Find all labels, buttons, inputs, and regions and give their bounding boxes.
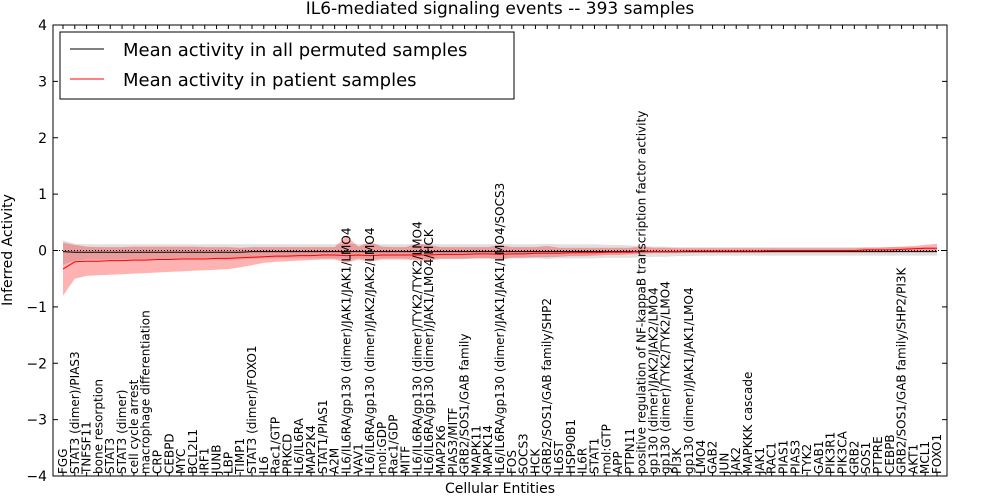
category-label: SOS1	[859, 442, 873, 474]
y-tick-label: 1	[38, 187, 47, 203]
category-label: positive regulation of NF-kappaB transcr…	[635, 111, 649, 474]
category-label: GRB2/SOS1/GAB family	[458, 334, 472, 475]
category-label: MAPKKK cascade	[741, 372, 755, 474]
category-label: CRP	[151, 450, 165, 474]
category-label: STAT3 (dimer)/PIAS3	[68, 351, 82, 474]
category-label: JAK1	[753, 447, 767, 475]
category-label: VAV1	[351, 443, 365, 474]
y-tick-label: −4	[26, 469, 47, 485]
y-tick-label: −3	[26, 413, 47, 429]
category-label: IL6	[257, 456, 271, 474]
category-label: gp130 (dimer)/TYK2/TYK2/LMO4	[658, 281, 672, 474]
category-label: MAP2K4	[304, 425, 318, 474]
x-ticks	[62, 25, 938, 476]
y-axis: 4 3 2 1 0 −1 −2 −3 −4	[26, 18, 947, 485]
category-label: IL6/IL6RA/gp130 (dimer)/JAK1/JAK1/LMO4/S…	[493, 183, 507, 474]
category-label: FOS	[505, 450, 519, 474]
category-label: mol:GTP	[599, 424, 613, 474]
category-label: CEBPD	[162, 433, 176, 474]
category-label: IL6/IL6RA	[292, 417, 306, 474]
category-label: TIMP1	[233, 438, 247, 475]
category-label: mol:GDP	[375, 422, 389, 474]
category-label: PIAS3/MITF	[446, 407, 460, 474]
category-label: LMO4	[694, 440, 708, 474]
y-tick-label: 2	[38, 131, 47, 147]
category-label: MYC	[174, 449, 188, 474]
category-label: MCL1	[918, 441, 932, 474]
category-label: RAC1	[765, 442, 779, 474]
category-label: MAPK11	[469, 425, 483, 474]
y-tick-label: −1	[26, 300, 47, 316]
category-label: GAB1	[812, 441, 826, 474]
category-label: IL6/IL6RA/gp130 (dimer)/JAK1/JAK1/LMO4	[340, 228, 354, 474]
category-label: IRF1	[198, 448, 212, 474]
category-label: IL6/IL6RA/gp130 (dimer)/JAK1/LMO4/HCK	[422, 228, 436, 474]
category-label: TNFSF11	[80, 421, 94, 475]
chart-title: IL6-mediated signaling events -- 393 sam…	[306, 0, 695, 19]
category-label: Rac1/GTP	[269, 417, 283, 474]
category-label: BCL2L1	[186, 429, 200, 474]
category-label: MAPK14	[481, 425, 495, 474]
category-label: LBP	[221, 452, 235, 474]
legend: Mean activity in all permuted samples Me…	[59, 31, 515, 100]
category-label: STAT3	[103, 438, 117, 474]
category-label: IL6/IL6RA/gp130 (dimer)/JAK2/JAK2/LMO4	[363, 228, 377, 474]
category-label: macrophage differentiation	[139, 310, 153, 474]
category-label: GRB2/SOS1/GAB family/SHP2/PI3K	[895, 266, 909, 474]
category-label: FOXO1	[930, 434, 944, 474]
category-label: gp130 (dimer)/JAK1/JAK1/LMO4	[682, 287, 696, 474]
category-label: GRB2	[847, 440, 861, 474]
category-label: GRB2/SOS1/GAB family/SHP2	[540, 298, 554, 474]
category-label: HSP90B1	[564, 419, 578, 474]
category-label: PRKCD	[280, 434, 294, 474]
category-label: IL6ST	[552, 441, 566, 474]
category-label: STAT3 (dimer)/FOXO1	[245, 345, 259, 474]
category-label: AKT1	[906, 444, 920, 474]
category-label: APP	[611, 451, 625, 474]
category-label: bone resorption	[91, 379, 105, 474]
category-label: JUNB	[210, 444, 224, 475]
series-line-patient	[62, 247, 937, 270]
category-label: PIK3R1	[824, 432, 838, 474]
y-tick-label: 4	[38, 18, 47, 34]
category-label: TYK2	[800, 444, 814, 475]
category-label: GAB2	[706, 441, 720, 474]
y-tick-label: −2	[26, 356, 47, 372]
y-tick-label: 3	[38, 74, 47, 90]
category-label: PIK3CA	[836, 430, 850, 474]
category-label: PIAS1	[777, 440, 791, 474]
category-label: IL6/IL6RA/gp130 (dimer)/TYK2/TYK2/LMO4	[410, 221, 424, 474]
category-label: PTPN11	[623, 428, 637, 474]
category-label: cell cycle arrest	[127, 379, 141, 474]
category-label: MAP2K6	[434, 425, 448, 474]
legend-label-patient: Mean activity in patient samples	[123, 70, 417, 91]
y-axis-label: Inferred Activity	[0, 194, 16, 306]
legend-box	[59, 31, 515, 100]
category-label: FGG	[56, 449, 70, 475]
category-label: SOCS3	[517, 433, 531, 474]
category-label: CEBPB	[883, 434, 897, 474]
category-label: JUN	[717, 453, 731, 475]
y-tick-label: 0	[38, 244, 47, 260]
category-label: PTPRE	[871, 436, 885, 474]
category-label: PIAS3	[788, 440, 802, 474]
x-axis-label: Cellular Entities	[445, 481, 555, 497]
category-label: HCK	[528, 448, 542, 474]
category-label: JAK2	[729, 447, 743, 475]
category-label: STAT1	[588, 438, 602, 474]
series-lines	[53, 247, 947, 270]
category-label: PI3K	[670, 447, 684, 474]
legend-label-permuted: Mean activity in all permuted samples	[123, 40, 467, 61]
category-label: STAT3 (dimer)	[115, 390, 129, 474]
category-label: STAT1/PIAS1	[316, 399, 330, 474]
category-label: Rac1/GDP	[387, 415, 401, 474]
category-label: gp130 (dimer)/JAK2/JAK2/LMO4	[647, 287, 661, 474]
category-label: A2M	[328, 448, 342, 474]
category-label: IL6R	[576, 448, 590, 474]
band-permuted	[63, 240, 937, 265]
series-line-permuted	[62, 251, 937, 253]
category-label: MITF	[399, 446, 413, 474]
